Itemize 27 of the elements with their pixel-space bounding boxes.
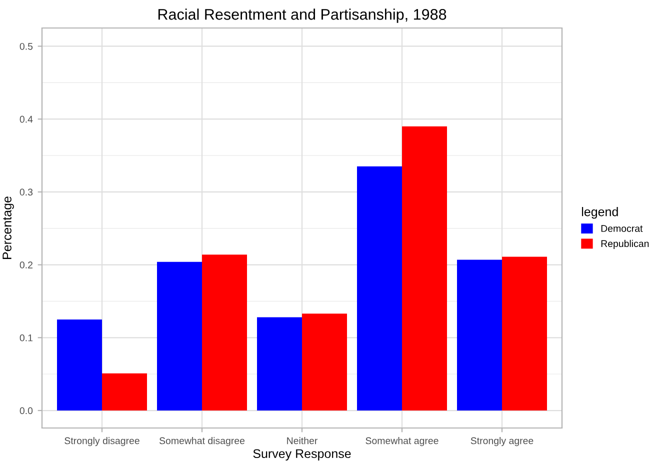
y-tick-label: 0.1 <box>20 334 32 342</box>
bar <box>257 317 302 411</box>
y-tick-label: 0.4 <box>20 116 33 123</box>
bar <box>402 126 447 411</box>
bar <box>302 314 347 411</box>
bar <box>157 262 202 411</box>
y-tick-label: 0.3 <box>20 188 33 196</box>
bar <box>357 166 402 411</box>
bar <box>457 260 502 411</box>
chart-title: Racial Resentment and Partisanship, 1988 <box>158 8 446 23</box>
x-tick-label: Somewhat disagree <box>159 437 245 446</box>
y-axis-title: Percentage <box>2 196 14 259</box>
x-tick-label: Neither <box>287 437 318 444</box>
x-tick-label: Strongly disagree <box>64 437 140 446</box>
bar <box>57 319 102 411</box>
y-tick-label: 0.0 <box>20 407 33 414</box>
y-tick-label: 0.2 <box>20 262 32 268</box>
legend-label: Democrat <box>601 225 643 232</box>
x-tick-label: Somewhat agree <box>366 437 438 446</box>
bar <box>202 254 247 411</box>
bar <box>502 256 547 411</box>
x-tick-label: Strongly agree <box>470 437 534 446</box>
bar <box>102 373 147 411</box>
x-axis-title: Survey Response <box>253 449 351 461</box>
y-tick-label: 0.5 <box>20 42 33 50</box>
legend-label: Republican <box>601 240 649 249</box>
legend-title: legend <box>582 207 618 219</box>
